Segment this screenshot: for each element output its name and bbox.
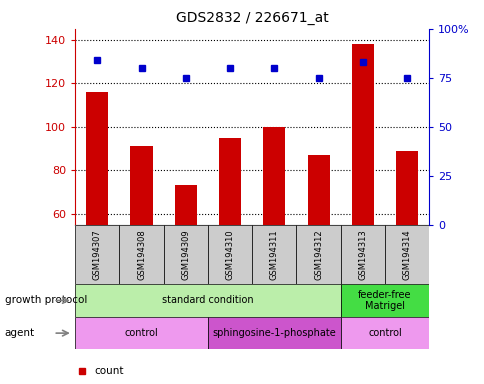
Bar xyxy=(208,225,252,284)
Bar xyxy=(75,225,119,284)
Text: control: control xyxy=(367,328,401,338)
Bar xyxy=(296,225,340,284)
Text: agent: agent xyxy=(5,328,35,338)
Bar xyxy=(164,225,208,284)
Bar xyxy=(263,127,285,225)
Text: control: control xyxy=(124,328,158,338)
Bar xyxy=(340,225,384,284)
Bar xyxy=(75,317,208,349)
Bar xyxy=(340,284,428,317)
Text: GSM194312: GSM194312 xyxy=(314,229,322,280)
Text: GSM194313: GSM194313 xyxy=(358,229,366,280)
Bar xyxy=(395,151,417,225)
Bar xyxy=(340,317,428,349)
Title: GDS2832 / 226671_at: GDS2832 / 226671_at xyxy=(176,11,328,25)
Bar xyxy=(75,284,340,317)
Bar xyxy=(219,137,241,225)
Bar xyxy=(208,317,340,349)
Bar xyxy=(130,146,152,225)
Bar xyxy=(86,92,108,225)
Text: growth protocol: growth protocol xyxy=(5,295,87,306)
Bar xyxy=(384,225,428,284)
Bar xyxy=(119,225,164,284)
Text: count: count xyxy=(94,366,124,376)
Text: GSM194310: GSM194310 xyxy=(225,229,234,280)
Text: GSM194308: GSM194308 xyxy=(137,229,146,280)
Bar xyxy=(351,44,373,225)
Text: GSM194307: GSM194307 xyxy=(92,229,102,280)
Text: GSM194311: GSM194311 xyxy=(269,229,278,280)
Text: GSM194314: GSM194314 xyxy=(402,229,411,280)
Bar xyxy=(174,185,197,225)
Text: sphingosine-1-phosphate: sphingosine-1-phosphate xyxy=(212,328,335,338)
Text: standard condition: standard condition xyxy=(162,295,253,306)
Bar xyxy=(252,225,296,284)
Bar xyxy=(307,155,329,225)
Text: feeder-free
Matrigel: feeder-free Matrigel xyxy=(358,290,411,311)
Text: GSM194309: GSM194309 xyxy=(181,229,190,280)
